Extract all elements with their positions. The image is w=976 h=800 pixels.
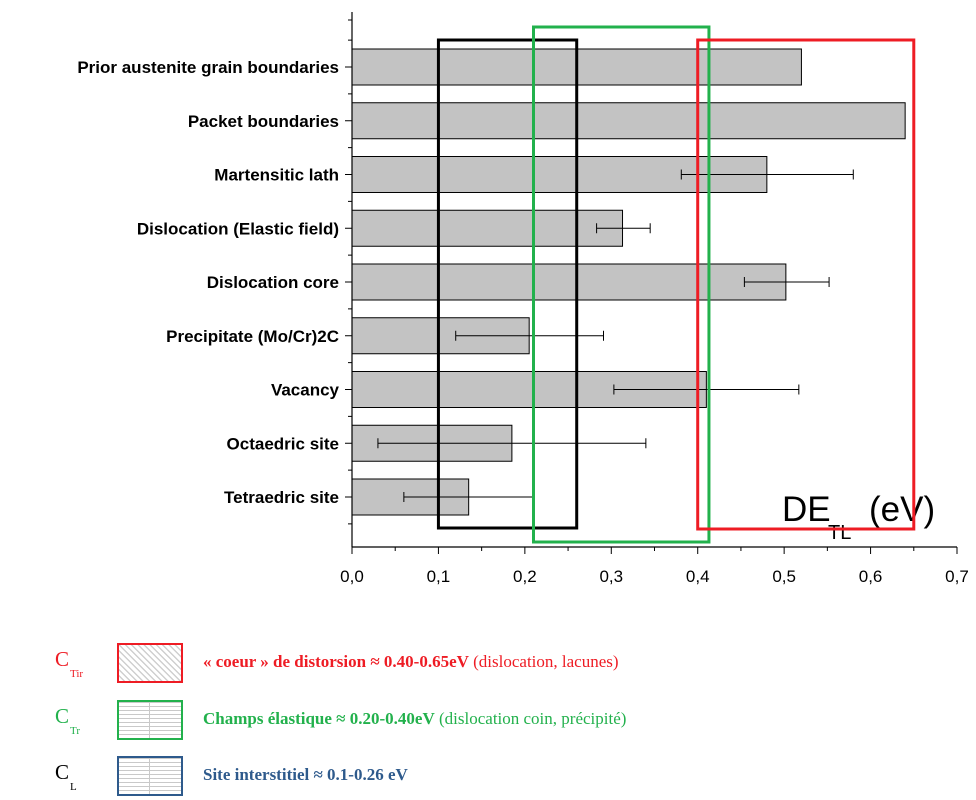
x-axis-label-unit: (eV) xyxy=(869,490,935,529)
legend-text-l: Site interstitiel ≈ 0.1-0.26 eV xyxy=(203,765,408,784)
legend-row-tr: CTr Champs élastique ≈ 0.20-0.40eV (disl… xyxy=(0,700,976,744)
symbol-c-tir: CTir xyxy=(55,647,84,681)
x-tick-label: 0,2 xyxy=(513,567,537,586)
range-box-c-tir xyxy=(696,38,916,531)
bar xyxy=(351,209,624,247)
category-label: Octaedric site xyxy=(227,434,339,453)
legend-text-tir: « coeur » de distorsion ≈ 0.40-0.65eV (d… xyxy=(203,652,619,671)
category-label: Dislocation core xyxy=(207,273,339,292)
swatch-hatched xyxy=(117,643,183,683)
bars xyxy=(351,48,906,516)
legend-row-l: CL Site interstitiel ≈ 0.1-0.26 eV xyxy=(0,756,976,800)
x-tick-label: 0,4 xyxy=(686,567,710,586)
swatch-lined-green xyxy=(117,700,183,740)
x-tick-label: 0,0 xyxy=(340,567,364,586)
symbol-c-tr: CTr xyxy=(55,704,81,738)
bar xyxy=(351,102,906,140)
bar xyxy=(351,263,787,301)
x-tick-label: 0,6 xyxy=(859,567,883,586)
x-tick-label: 0,5 xyxy=(772,567,796,586)
x-tick-label: 0,1 xyxy=(427,567,451,586)
range-box-c-tr xyxy=(532,25,711,544)
range-boxes xyxy=(436,25,916,544)
category-label: Vacancy xyxy=(271,381,340,400)
legend-row-tir: CTir « coeur » de distorsion ≈ 0.40-0.65… xyxy=(0,643,976,687)
symbol-c-l: CL xyxy=(55,760,77,794)
category-label: Precipitate (Mo/Cr)2C xyxy=(166,327,339,346)
legend-text-tr: Champs élastique ≈ 0.20-0.40eV (dislocat… xyxy=(203,709,627,728)
category-label: Dislocation (Elastic field) xyxy=(137,219,339,238)
axes: 0,0 0,1 0,2 0,3 0,4 0,5 0,6 0,7 xyxy=(340,12,969,586)
x-tick-label: 0,3 xyxy=(599,567,623,586)
category-label: Martensitic lath xyxy=(214,166,339,185)
category-label: Tetraedric site xyxy=(224,488,339,507)
x-axis-label-sub: TL xyxy=(828,522,851,544)
range-box-c-l xyxy=(436,38,579,530)
x-axis-label-symbol: DE xyxy=(782,490,831,529)
bar-chart: 0,0 0,1 0,2 0,3 0,4 0,5 0,6 0,7 Prior austenite… xyxy=(77,12,969,586)
swatch-lined-blue xyxy=(117,756,183,796)
x-tick-label: 0,7 xyxy=(945,567,969,586)
category-label: Packet boundaries xyxy=(188,112,339,131)
category-labels: Prior austenite grain boundaries Packet b… xyxy=(77,58,339,507)
category-label: Prior austenite grain boundaries xyxy=(77,58,339,77)
